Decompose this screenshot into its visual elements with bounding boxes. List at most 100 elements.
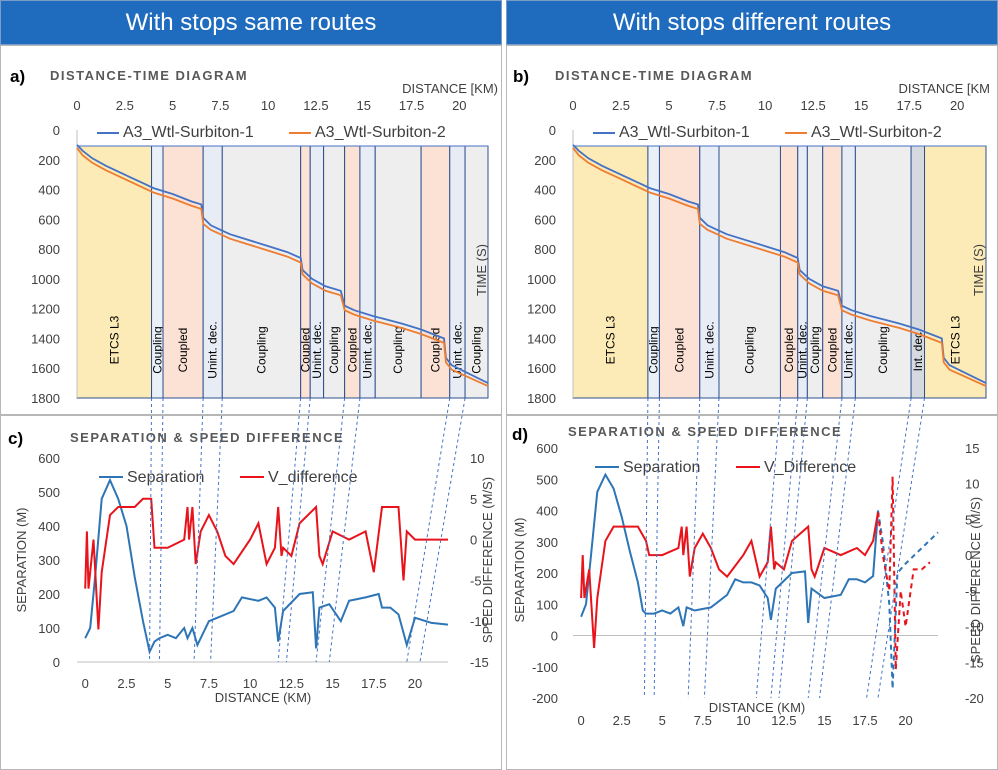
y-tick-a-3: 600 bbox=[38, 212, 60, 227]
divider-left-3 bbox=[210, 397, 223, 663]
y2-tick-d-7: 15 bbox=[965, 441, 979, 456]
x-tick-c-6: 15 bbox=[325, 676, 339, 691]
region-label-a-0: ETCS L3 bbox=[107, 315, 121, 364]
region-label-b-2: Coupled bbox=[673, 328, 687, 373]
y-tick-c-3: 300 bbox=[38, 553, 60, 568]
y-tick-d-3: 100 bbox=[536, 597, 558, 612]
y-tick-a-8: 1600 bbox=[31, 361, 60, 376]
region-label-b-11: Int. dec. bbox=[911, 329, 925, 372]
region-label-b-5: Coupled bbox=[782, 328, 796, 373]
divider-left-9 bbox=[419, 397, 466, 663]
y2-tick-c-4: 5 bbox=[470, 492, 477, 507]
region-label-b-4: Coupling bbox=[743, 326, 757, 373]
divider-left-2 bbox=[193, 397, 204, 663]
y2-tick-c-3: 0 bbox=[470, 533, 477, 548]
legend-label-c-0: Separation bbox=[127, 469, 204, 486]
y2-tick-c-5: 10 bbox=[470, 451, 484, 466]
region-label-a-1: Coupling bbox=[150, 326, 164, 373]
region-b-10 bbox=[854, 145, 912, 399]
y2-tick-c-1: -10 bbox=[470, 614, 489, 629]
x-tick-a-2: 5 bbox=[169, 98, 176, 113]
series-line-a-0 bbox=[76, 144, 489, 384]
y2-tick-d-0: -20 bbox=[965, 691, 984, 706]
divider-right-10 bbox=[877, 397, 926, 699]
x-tick-b-2: 5 bbox=[665, 98, 672, 113]
region-a-10 bbox=[374, 145, 422, 399]
y2-tick-c-2: -5 bbox=[470, 573, 482, 588]
x-tick-d-8: 20 bbox=[898, 713, 912, 728]
x-tick-c-2: 5 bbox=[164, 676, 171, 691]
x-axis-label-b: DISTANCE [KM bbox=[899, 81, 991, 96]
panel-label-b: b) bbox=[513, 67, 529, 86]
x-tick-a-1: 2.5 bbox=[116, 98, 134, 113]
chart-title-d: SEPARATION & SPEED DIFFERENCE bbox=[568, 424, 842, 439]
panel-label-d: d) bbox=[512, 425, 528, 444]
y2-axis-label-d: SPEED DIFFERENCE (M/S) bbox=[968, 497, 983, 663]
region-b-12 bbox=[924, 145, 987, 399]
divider-right-3 bbox=[703, 397, 720, 699]
x-tick-a-3: 7.5 bbox=[211, 98, 229, 113]
region-a-0 bbox=[76, 145, 153, 399]
y2-tick-d-5: 5 bbox=[965, 512, 972, 527]
y-axis-label-c: SEPARATION (M) bbox=[14, 508, 29, 613]
y-tick-d-6: 400 bbox=[536, 504, 558, 519]
region-b-2 bbox=[658, 145, 701, 399]
x-tick-c-0: 0 bbox=[82, 676, 89, 691]
x-tick-c-1: 2.5 bbox=[117, 676, 135, 691]
region-label-a-9: Unint. dec. bbox=[361, 321, 375, 378]
y-tick-b-6: 1200 bbox=[527, 302, 556, 317]
region-label-a-12: Unint. dec. bbox=[450, 321, 464, 378]
region-b-4 bbox=[718, 145, 781, 399]
y-tick-d-1: -100 bbox=[532, 660, 558, 675]
x-tick-b-8: 20 bbox=[950, 98, 964, 113]
x-tick-d-3: 7.5 bbox=[694, 713, 712, 728]
y-tick-a-5: 1000 bbox=[31, 272, 60, 287]
series-line-c-1 bbox=[84, 497, 448, 630]
y-tick-a-9: 1800 bbox=[31, 391, 60, 406]
x-tick-d-2: 5 bbox=[659, 713, 666, 728]
y-tick-c-6: 600 bbox=[38, 451, 60, 466]
y2-tick-d-6: 10 bbox=[965, 477, 979, 492]
x-axis-label-d: DISTANCE (KM) bbox=[709, 700, 806, 715]
legend-label-a-0: A3_Wtl-Surbiton-1 bbox=[123, 124, 254, 141]
region-label-b-10: Coupling bbox=[876, 326, 890, 373]
legend-label-b-0: A3_Wtl-Surbiton-1 bbox=[619, 124, 750, 141]
legend-label-b-1: A3_Wtl-Surbiton-2 bbox=[811, 124, 942, 141]
x-tick-a-7: 17.5 bbox=[399, 98, 424, 113]
region-a-4 bbox=[221, 145, 302, 399]
region-label-b-1: Coupling bbox=[647, 326, 661, 373]
x-tick-b-0: 0 bbox=[569, 98, 576, 113]
region-a-2 bbox=[162, 145, 204, 399]
divider-right-6 bbox=[778, 397, 808, 699]
y-tick-b-0: 0 bbox=[549, 123, 556, 138]
x-tick-b-5: 12.5 bbox=[800, 98, 825, 113]
x-tick-c-8: 20 bbox=[408, 676, 422, 691]
header-right: With stops different routes bbox=[506, 0, 998, 45]
y-tick-d-0: -200 bbox=[532, 691, 558, 706]
divider-right-0 bbox=[643, 397, 649, 699]
panel-label-a: a) bbox=[10, 67, 25, 86]
y2-tick-d-1: -15 bbox=[965, 655, 984, 670]
x-tick-a-8: 20 bbox=[452, 98, 466, 113]
region-label-a-4: Coupling bbox=[254, 326, 268, 373]
divider-right-8 bbox=[819, 397, 856, 699]
y-tick-b-9: 1800 bbox=[527, 391, 556, 406]
x-tick-d-5: 12.5 bbox=[771, 713, 796, 728]
region-label-b-6: Unint. dec. bbox=[796, 321, 810, 378]
y-tick-c-2: 200 bbox=[38, 587, 60, 602]
y-tick-d-8: 600 bbox=[536, 441, 558, 456]
region-label-b-7: Coupling bbox=[808, 326, 822, 373]
y-tick-a-0: 0 bbox=[53, 123, 60, 138]
y2-tick-d-3: -5 bbox=[965, 584, 977, 599]
region-label-b-0: ETCS L3 bbox=[603, 315, 617, 364]
divider-right-9 bbox=[866, 397, 912, 699]
y-tick-a-6: 1200 bbox=[31, 302, 60, 317]
x-axis-label-c: DISTANCE (KM) bbox=[215, 690, 312, 705]
region-label-b-3: Unint. dec. bbox=[702, 321, 716, 378]
x-tick-d-4: 10 bbox=[736, 713, 750, 728]
y-axis-label-a: TIME (S) bbox=[474, 244, 489, 296]
region-label-b-12: ETCS L3 bbox=[948, 315, 962, 364]
series-line-d-3 bbox=[877, 476, 931, 670]
chart-title-a: DISTANCE-TIME DIAGRAM bbox=[50, 68, 248, 83]
region-label-a-6: Unint. dec. bbox=[310, 321, 324, 378]
